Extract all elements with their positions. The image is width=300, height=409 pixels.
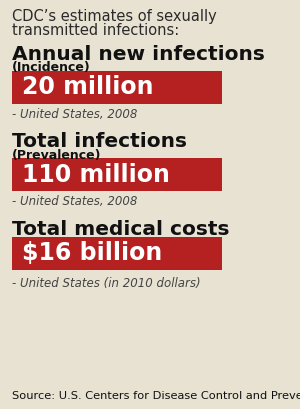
Text: CDC’s estimates of sexually: CDC’s estimates of sexually (12, 9, 217, 24)
FancyBboxPatch shape (12, 71, 222, 104)
Text: transmitted infections:: transmitted infections: (12, 23, 179, 38)
Text: (Prevalence): (Prevalence) (12, 149, 101, 162)
Text: Annual new infections: Annual new infections (12, 45, 265, 64)
Text: Total infections: Total infections (12, 132, 187, 151)
Text: - United States (in 2010 dollars): - United States (in 2010 dollars) (12, 277, 201, 290)
Text: Total medical costs: Total medical costs (12, 220, 230, 239)
Text: (Incidence): (Incidence) (12, 61, 91, 74)
Text: - United States, 2008: - United States, 2008 (12, 108, 137, 121)
Text: 110 million: 110 million (22, 162, 170, 187)
Text: Source: U.S. Centers for Disease Control and Prevention: Source: U.S. Centers for Disease Control… (12, 391, 300, 401)
FancyBboxPatch shape (12, 237, 222, 270)
Text: $16 billion: $16 billion (22, 241, 162, 265)
FancyBboxPatch shape (12, 158, 222, 191)
Text: - United States, 2008: - United States, 2008 (12, 195, 137, 208)
Text: 20 million: 20 million (22, 76, 154, 99)
